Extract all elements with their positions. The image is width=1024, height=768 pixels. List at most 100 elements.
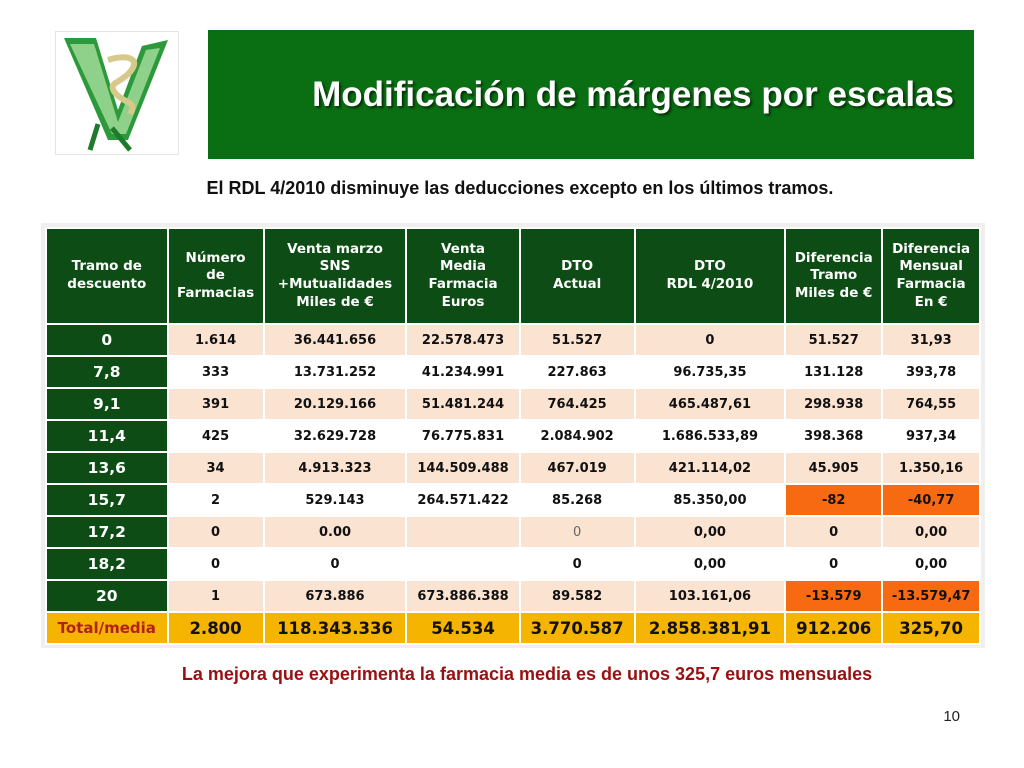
table-cell: 4.913.323 bbox=[262, 451, 408, 485]
table-total-row: Total/media 2.800 118.343.336 54.534 3.770.5… bbox=[45, 611, 981, 645]
table-cell: 0 bbox=[166, 515, 265, 549]
table-cell: 0.00 bbox=[262, 515, 408, 549]
logo bbox=[55, 31, 179, 155]
table-cell: 398.368 bbox=[784, 419, 884, 453]
table-cell: 0 bbox=[166, 547, 265, 581]
total-label: Total/media bbox=[45, 611, 169, 645]
table-cell: 0 bbox=[784, 515, 884, 549]
slide-title: Modificación de márgenes por escalas bbox=[312, 74, 954, 114]
table-cell: 0 bbox=[784, 547, 884, 581]
total-cell: 325,70 bbox=[881, 611, 981, 645]
tramo-cell: 13,6 bbox=[45, 451, 169, 485]
page-number: 10 bbox=[943, 708, 960, 725]
table-cell: -13.579 bbox=[784, 579, 884, 613]
table-cell: 0,00 bbox=[881, 547, 981, 581]
tramo-cell: 9,1 bbox=[45, 387, 169, 421]
table-cell: 20.129.166 bbox=[262, 387, 408, 421]
total-cell: 54.534 bbox=[405, 611, 521, 645]
table-cell: 1.350,16 bbox=[881, 451, 981, 485]
table-cell: 393,78 bbox=[881, 355, 981, 389]
slide-subtitle: El RDL 4/2010 disminuye las deducciones … bbox=[206, 178, 834, 198]
table-cell: 227.863 bbox=[518, 355, 636, 389]
column-header: DTO RDL 4/2010 bbox=[633, 227, 787, 325]
table-cell bbox=[405, 515, 521, 549]
column-header: Número de Farmacias bbox=[166, 227, 265, 325]
table-cell: 144.509.488 bbox=[405, 451, 521, 485]
table-cell: 391 bbox=[166, 387, 265, 421]
table-cell: -40,77 bbox=[881, 483, 981, 517]
table-row: 0 1.614 36.441.656 22.578.473 51.527 0 51.527 3… bbox=[45, 323, 981, 357]
table-cell: 103.161,06 bbox=[633, 579, 787, 613]
table-cell: 0,00 bbox=[633, 515, 787, 549]
column-header: Venta marzo SNS +Mutualidades Miles de € bbox=[262, 227, 408, 325]
table-cell: 131.128 bbox=[784, 355, 884, 389]
tramo-cell: 11,4 bbox=[45, 419, 169, 453]
table-cell: 421.114,02 bbox=[633, 451, 787, 485]
column-header: Diferencia Tramo Miles de € bbox=[784, 227, 884, 325]
table-row: 7,8 333 13.731.252 41.234.991 227.863 96.735,… bbox=[45, 355, 981, 389]
tramo-cell: 0 bbox=[45, 323, 169, 357]
table-cell: 0 bbox=[518, 547, 636, 581]
table-cell: 298.938 bbox=[784, 387, 884, 421]
table-cell: 673.886.388 bbox=[405, 579, 521, 613]
column-header: Diferencia Mensual Farmacia En € bbox=[881, 227, 981, 325]
margins-table: Tramo de descuento Número de Farmacias Ven… bbox=[45, 227, 981, 645]
table-cell: -13.579,47 bbox=[881, 579, 981, 613]
table-cell: 1.614 bbox=[166, 323, 265, 357]
total-cell: 118.343.336 bbox=[262, 611, 408, 645]
table-cell: 465.487,61 bbox=[633, 387, 787, 421]
table-cell: 264.571.422 bbox=[405, 483, 521, 517]
table-row: 18,2 0 0 0 0,00 0 0,00 bbox=[45, 547, 981, 581]
table-cell: 937,34 bbox=[881, 419, 981, 453]
table-cell: 2.084.902 bbox=[518, 419, 636, 453]
conclusion-text: La mejora que experimenta la farmacia me… bbox=[181, 664, 873, 684]
total-cell: 912.206 bbox=[784, 611, 884, 645]
table-row: 20 1 673.886 673.886.388 89.582 103.161,06 -13… bbox=[45, 579, 981, 613]
tramo-cell: 7,8 bbox=[45, 355, 169, 389]
column-header: Tramo de descuento bbox=[45, 227, 169, 325]
table-cell: 467.019 bbox=[518, 451, 636, 485]
table-cell: 36.441.656 bbox=[262, 323, 408, 357]
table-cell: 0 bbox=[518, 515, 636, 549]
pharmacy-emblem-icon bbox=[64, 38, 168, 152]
title-bar: Modificación de márgenes por escalas bbox=[208, 30, 974, 159]
table-cell: 0 bbox=[262, 547, 408, 581]
table-cell: 529.143 bbox=[262, 483, 408, 517]
table-cell: 51.527 bbox=[784, 323, 884, 357]
table-cell: 764.425 bbox=[518, 387, 636, 421]
table-cell: 85.350,00 bbox=[633, 483, 787, 517]
table-row: 11,4 425 32.629.728 76.775.831 2.084.902 1.68… bbox=[45, 419, 981, 453]
tramo-cell: 17,2 bbox=[45, 515, 169, 549]
table-cell: 2 bbox=[166, 483, 265, 517]
table-cell: 13.731.252 bbox=[262, 355, 408, 389]
table-cell: 51.527 bbox=[518, 323, 636, 357]
column-header: DTO Actual bbox=[518, 227, 636, 325]
table-cell: 425 bbox=[166, 419, 265, 453]
table-cell: 76.775.831 bbox=[405, 419, 521, 453]
table-cell: 333 bbox=[166, 355, 265, 389]
table-cell: 85.268 bbox=[518, 483, 636, 517]
table-cell: 51.481.244 bbox=[405, 387, 521, 421]
table-cell: 89.582 bbox=[518, 579, 636, 613]
table-cell: 31,93 bbox=[881, 323, 981, 357]
column-header: Venta Media Farmacia Euros bbox=[405, 227, 521, 325]
table-header-row: Tramo de descuento Número de Farmacias Ven… bbox=[45, 227, 981, 325]
table-cell: 32.629.728 bbox=[262, 419, 408, 453]
table-cell: 0 bbox=[633, 323, 787, 357]
table-cell: 1 bbox=[166, 579, 265, 613]
table-cell: 0,00 bbox=[633, 547, 787, 581]
table-cell: 673.886 bbox=[262, 579, 408, 613]
tramo-cell: 18,2 bbox=[45, 547, 169, 581]
table-cell: 1.686.533,89 bbox=[633, 419, 787, 453]
total-cell: 3.770.587 bbox=[518, 611, 636, 645]
table-cell: 22.578.473 bbox=[405, 323, 521, 357]
table-row: 17,2 0 0.00 0 0,00 0 0,00 bbox=[45, 515, 981, 549]
table-cell: 764,55 bbox=[881, 387, 981, 421]
total-cell: 2.858.381,91 bbox=[633, 611, 787, 645]
table-cell: 34 bbox=[166, 451, 265, 485]
table-row: 9,1 391 20.129.166 51.481.244 764.425 465.487… bbox=[45, 387, 981, 421]
table-cell: -82 bbox=[784, 483, 884, 517]
table-row: 13,6 34 4.913.323 144.509.488 467.019 421.114… bbox=[45, 451, 981, 485]
table-cell: 41.234.991 bbox=[405, 355, 521, 389]
margins-table-frame: Tramo de descuento Número de Farmacias Ven… bbox=[41, 223, 985, 648]
